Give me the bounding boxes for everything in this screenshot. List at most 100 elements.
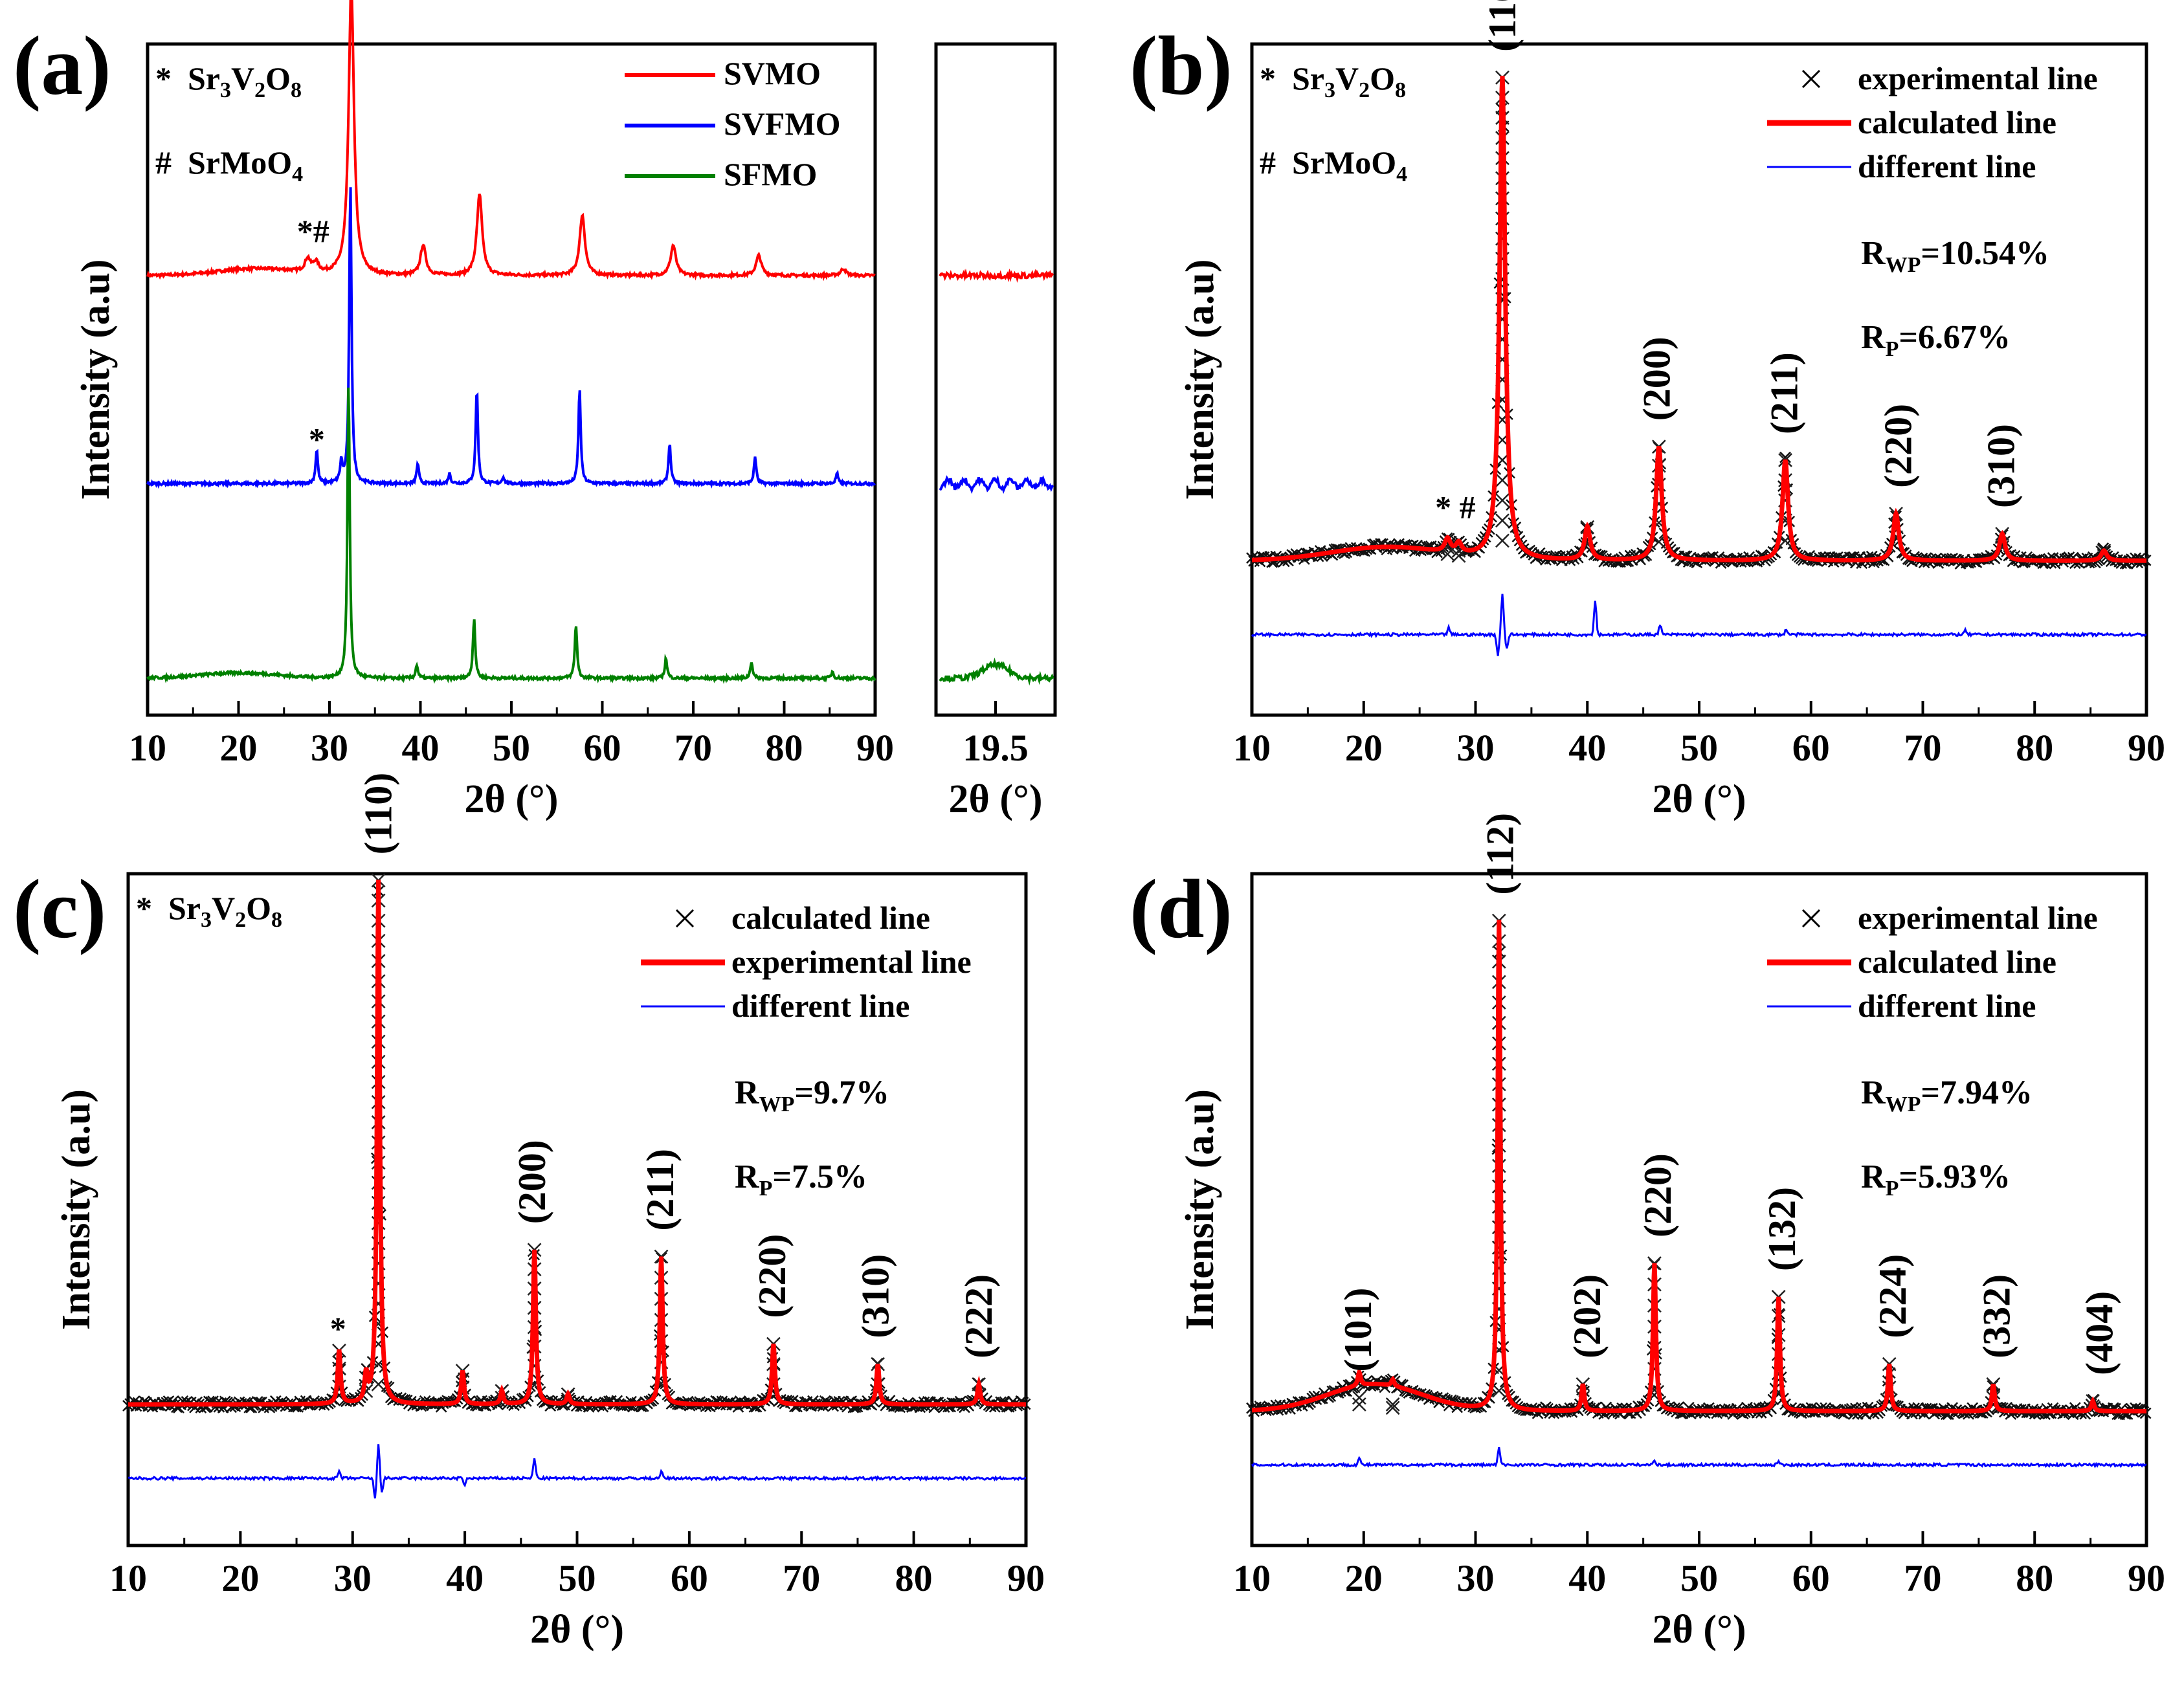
panel-d: (d) 10 20 30 40 50 60 70 80 90 2θ (°) Intensity (a.… (1130, 813, 2165, 1652)
series-line-svfmo (146, 187, 876, 489)
x-tick-label: 20 (221, 1557, 259, 1599)
inset-series-line (939, 474, 1054, 494)
x-tick-label: 50 (1680, 727, 1718, 769)
hkl-label: (332) (1976, 1274, 2018, 1358)
difference-line (1251, 1446, 2147, 1468)
x-tick-label: 70 (674, 727, 712, 769)
data-point (1495, 533, 1510, 548)
panel-a: (a) 10 20 30 40 50 60 70 80 90 2θ (°) Intensity (a.… (13, 0, 1057, 821)
formula-subscript: 3 (220, 78, 231, 102)
legend-cross-icon (675, 909, 695, 928)
legend-label: SVMO (724, 55, 821, 91)
difference-line (128, 1444, 1027, 1499)
data-point (2097, 548, 2112, 563)
x-axis-title: 2θ (°) (1653, 777, 1746, 821)
phase-peak-marker: * (330, 1310, 346, 1346)
formula-subscript: 2 (254, 78, 265, 102)
hkl-label: (132) (1761, 1187, 1803, 1271)
formula-subscript: 2 (1359, 78, 1370, 102)
panel-c: (c) 10 20 30 40 50 60 70 80 90 2θ (°) Intensity (a.… (13, 773, 1045, 1652)
hkl-label: (222) (957, 1274, 1000, 1358)
hkl-label: (101) (1337, 1288, 1379, 1372)
rp-part: P (1886, 337, 1899, 361)
rp-value: RP=6.67% (1861, 319, 2011, 361)
hkl-label: (310) (854, 1254, 897, 1338)
formula-subscript: 4 (292, 162, 303, 186)
x-tick-label: 30 (1457, 1557, 1495, 1599)
calculated-line (1252, 76, 2146, 563)
inset-series-line (939, 268, 1054, 283)
x-tick-label: 90 (856, 727, 894, 769)
calculated-line (128, 880, 1026, 1407)
rwp-part: R (1861, 235, 1886, 272)
x-tick-label: 80 (766, 727, 803, 769)
x-tick-label: 40 (1568, 727, 1606, 769)
formula-part: V (231, 60, 254, 96)
inset-series-line (939, 658, 1054, 686)
rp-part: P (1886, 1177, 1899, 1201)
legend-label: experimental line (1858, 60, 2098, 96)
rwp-part: =10.54% (1921, 235, 2049, 272)
hkl-label: (211) (639, 1149, 682, 1231)
rp-part: =6.67% (1899, 319, 2011, 356)
x-tick-label: 90 (2128, 727, 2165, 769)
rwp-value: RWP=9.7% (735, 1074, 889, 1116)
formula-part: Sr (168, 890, 201, 926)
formula-part: SrMoO (188, 144, 292, 181)
x-tick-label: 50 (1680, 1557, 1718, 1599)
x-tick-label: 10 (1233, 727, 1271, 769)
x-tick-label: 20 (220, 727, 258, 769)
y-axis-title: Intensity (a.u) (54, 1089, 98, 1330)
hkl-label: (202) (1566, 1274, 1609, 1358)
formula-subscript: 8 (1395, 78, 1406, 102)
hkl-label: (404) (2078, 1291, 2121, 1375)
x-tick-label: 10 (1233, 1557, 1271, 1599)
x-tick-label: 10 (109, 1557, 147, 1599)
formula-part: V (212, 890, 235, 926)
hkl-label: (220) (1636, 1153, 1679, 1237)
x-tick-label: 70 (1904, 727, 1942, 769)
hkl-label: (200) (1635, 337, 1678, 421)
legend-label: different line (731, 988, 909, 1024)
data-point (1352, 1390, 1366, 1405)
phase-formula: Sr3V2O8 (168, 890, 282, 932)
y-axis-title: Intensity (a.u) (74, 259, 118, 500)
inset-x-tick-label: 19.5 (963, 727, 1029, 769)
formula-part: O (246, 890, 271, 926)
rwp-part: R (1861, 1074, 1886, 1111)
formula-subscript: 8 (271, 908, 282, 932)
series-line-svmo (146, 0, 876, 282)
x-axis-title: 2θ (°) (530, 1608, 624, 1652)
hkl-label: (200) (511, 1140, 553, 1224)
formula-subscript: 4 (1396, 162, 1407, 186)
phase-marker: # (155, 144, 172, 181)
x-tick-label: 60 (671, 1557, 708, 1599)
x-axis-title: 2θ (°) (1653, 1608, 1746, 1652)
x-tick-label: 80 (2016, 1557, 2053, 1599)
data-point (1495, 473, 1510, 487)
x-tick-label: 80 (2016, 727, 2053, 769)
formula-subscript: 8 (291, 78, 302, 102)
rp-part: R (735, 1158, 760, 1195)
legend-cross-icon (1801, 69, 1821, 89)
panel-label: (c) (13, 863, 106, 956)
formula-part: Sr (1292, 60, 1324, 96)
phase-marker: # (1260, 144, 1276, 181)
hkl-label: (112) (1479, 813, 1522, 895)
legend-label: calculated line (1858, 104, 2056, 140)
x-axis-title: 2θ (°) (465, 777, 559, 821)
formula-part: O (1370, 60, 1395, 96)
panel-label: (d) (1130, 863, 1232, 956)
data-point (1491, 1383, 1506, 1398)
x-tick-label: 10 (129, 727, 166, 769)
hkl-label: (220) (1877, 404, 1919, 488)
x-tick-label: 50 (493, 727, 530, 769)
legend-label: SVFMO (724, 105, 841, 142)
phase-marker: * (136, 890, 152, 926)
x-tick-label: 60 (584, 727, 621, 769)
x-tick-label: 20 (1345, 1557, 1383, 1599)
rp-part: P (759, 1177, 773, 1201)
x-tick-label: 30 (311, 727, 348, 769)
series-line-sfmo (146, 387, 876, 684)
